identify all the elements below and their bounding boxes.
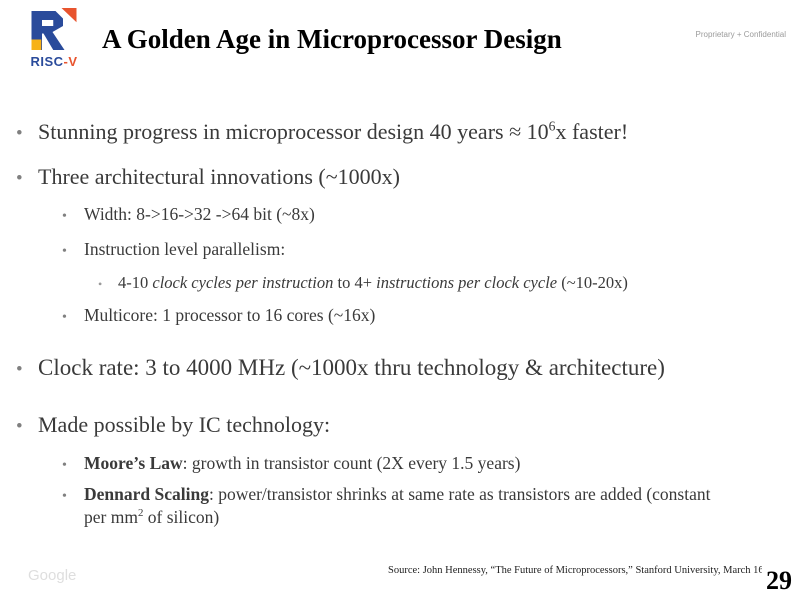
- bullet-width: • Width: 8->16->32 ->64 bit (~8x): [0, 203, 790, 226]
- bullet-icon: •: [16, 123, 23, 144]
- risc-v-logo-icon: [31, 8, 77, 50]
- moores-law-term: Moore’s Law: [84, 452, 183, 473]
- bullet-icon: •: [62, 489, 67, 505]
- confidential-label: Proprietary + Confidential: [695, 30, 787, 39]
- ilp-italic-2: instructions per clock cycle: [376, 272, 558, 292]
- bullet-text: Multicore: 1 processor to 16 cores (~16x…: [84, 305, 376, 326]
- bullet-text: Width: 8->16->32 ->64 bit (~8x): [84, 204, 315, 225]
- logo-text-risc: RISC: [30, 54, 64, 69]
- slide-title: A Golden Age in Microprocessor Design: [102, 24, 562, 54]
- bullet-text: Stunning progress in microprocessor desi…: [38, 118, 790, 147]
- bullet-ic-technology: • Made possible by IC technology:: [0, 411, 790, 440]
- progress-superscript: 6: [548, 118, 556, 134]
- slide-body: • Stunning progress in microprocessor de…: [0, 118, 790, 529]
- bullet-icon: •: [62, 457, 67, 473]
- bullet-icon: •: [16, 167, 23, 189]
- logo-text-v: -V: [63, 54, 78, 69]
- bullet-text: Clock rate: 3 to 4000 MHz (~1000x thru t…: [38, 355, 665, 381]
- bullet-icon: •: [16, 416, 23, 438]
- bullet-text: Instruction level parallelism:: [84, 238, 286, 259]
- bullet-ilp: • Instruction level parallelism:: [0, 238, 790, 261]
- dennard-rest: : power/transistor shrinks at same rate …: [84, 484, 711, 527]
- risc-v-logo-text: RISC-V: [24, 54, 84, 69]
- google-watermark: Google: [28, 567, 77, 584]
- page-number: 29: [762, 566, 792, 596]
- moores-law-rest: : growth in transistor count (2X every 1…: [182, 452, 521, 473]
- ilp-post: (~10-20x): [557, 272, 628, 292]
- ilp-italic-1: clock cycles per instruction: [152, 272, 334, 292]
- bullet-icon: •: [98, 276, 103, 291]
- bullet-moores-law: • Moore’s Law: growth in transistor coun…: [0, 452, 790, 475]
- bullet-text: Three architectural innovations (~1000x): [38, 163, 400, 189]
- bullet-icon: •: [62, 310, 67, 326]
- bullet-icon: •: [62, 209, 67, 225]
- bullet-dennard-scaling: • Dennard Scaling: power/transistor shri…: [0, 483, 790, 529]
- bullet-icon: •: [16, 359, 23, 381]
- bullet-text: Made possible by IC technology:: [38, 412, 331, 438]
- ilp-mid: to 4+: [333, 272, 377, 292]
- source-citation: Source: John Hennessy, “The Future of Mi…: [388, 565, 790, 576]
- bullet-ilp-detail: • 4-10 clock cycles per instruction to 4…: [0, 272, 790, 293]
- ilp-pre: 4-10: [118, 272, 153, 292]
- progress-post: x faster!: [555, 119, 629, 144]
- bullet-clock-rate: • Clock rate: 3 to 4000 MHz (~1000x thru…: [0, 353, 790, 383]
- bullet-multicore: • Multicore: 1 processor to 16 cores (~1…: [0, 304, 790, 327]
- progress-pre: Stunning progress in microprocessor desi…: [38, 119, 549, 144]
- bullet-text: Dennard Scaling: power/transistor shrink…: [84, 483, 734, 529]
- bullet-text: 4-10 clock cycles per instruction to 4+ …: [118, 272, 790, 293]
- bullet-text: Moore’s Law: growth in transistor count …: [84, 452, 790, 475]
- dennard-term: Dennard Scaling: [84, 484, 209, 505]
- dennard-superscript: 2: [137, 507, 144, 520]
- bullet-progress: • Stunning progress in microprocessor de…: [0, 118, 790, 147]
- bullet-icon: •: [62, 243, 67, 259]
- bullet-innovations: • Three architectural innovations (~1000…: [0, 163, 790, 192]
- dennard-post: of silicon): [143, 506, 220, 527]
- risc-v-logo: RISC-V: [24, 8, 84, 69]
